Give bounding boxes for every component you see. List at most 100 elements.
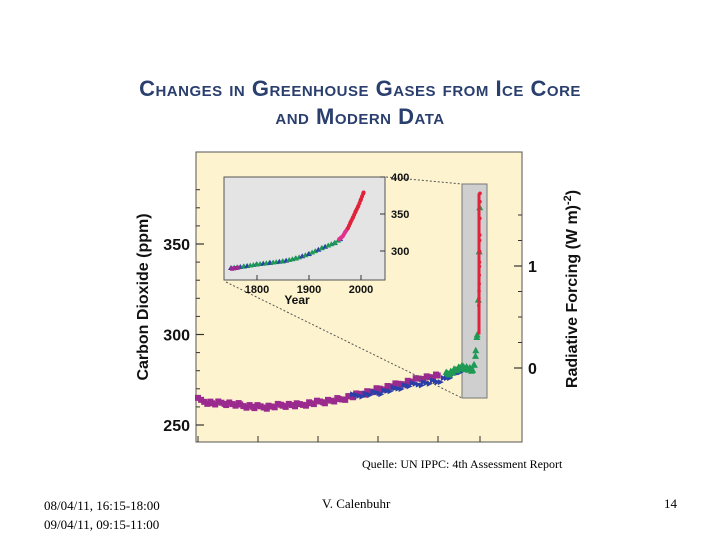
inset-point-ice-core — [312, 248, 319, 254]
point-ice-core-blue — [426, 380, 433, 387]
inset-point-modern — [361, 190, 366, 195]
point-ice-core-purple — [423, 373, 430, 380]
y-tick-label-300: 300 — [163, 328, 190, 345]
point-ice-core-purple — [314, 397, 321, 404]
point-ice-core-purple — [429, 374, 436, 381]
point-ice-core-purple — [356, 390, 363, 397]
point-ice-core-blue — [384, 387, 391, 394]
inset-frame — [223, 176, 386, 281]
point-ice-core-purple — [195, 394, 201, 401]
page-number: 14 — [664, 496, 677, 511]
point-ice-core-purple — [415, 375, 422, 382]
inset-x-tick-label-1900: 1900 — [297, 284, 321, 296]
point-ice-core-blue — [415, 381, 422, 388]
slide-title-line1: Changes in Greenhouse Gases from Ice Cor… — [139, 76, 581, 101]
inset-point-ice-core — [332, 239, 338, 245]
point-ice-core-purple — [223, 402, 230, 409]
point-ice-core-blue — [392, 385, 399, 392]
point-ice-core-purple — [359, 391, 366, 398]
point-ice-core-blue — [398, 386, 405, 393]
point-ice-core-purple — [243, 404, 250, 411]
point-ice-core-purple — [226, 399, 233, 406]
point-ice-core-purple — [395, 380, 402, 387]
point-ice-core-purple — [299, 401, 306, 408]
point-ice-core-blue — [387, 388, 394, 395]
point-ice-core-purple — [260, 404, 267, 411]
inset-y-tick-label-400: 400 — [391, 172, 409, 184]
point-ice-core-purple — [257, 403, 264, 410]
date-line-1: 08/04/11, 16:15-18:00 — [44, 498, 160, 513]
point-ice-core-purple — [251, 405, 258, 412]
point-ice-core-purple — [406, 378, 413, 385]
point-ice-core-blue — [350, 391, 357, 398]
point-ice-core-purple — [285, 400, 292, 407]
point-ice-core-green — [471, 352, 479, 359]
point-ice-core-purple — [412, 375, 419, 382]
point-ice-core-purple — [387, 383, 394, 390]
slide-title-line2: and Modern Data — [275, 104, 445, 129]
point-ice-core-purple — [204, 400, 211, 407]
point-ice-core-blue — [378, 391, 385, 398]
y-tick-label-250: 250 — [163, 418, 190, 435]
point-ice-core-purple — [268, 403, 275, 410]
point-ice-core-purple — [282, 403, 289, 410]
point-ice-core-green — [470, 361, 478, 368]
session-dates: 08/04/11, 16:15-18:00 09/04/11, 09:15-11… — [44, 496, 160, 534]
y2-tick-label-1: 1 — [528, 259, 537, 276]
point-ice-core-purple — [310, 401, 317, 408]
inset-connector-top — [385, 176, 463, 185]
point-ice-core-blue — [356, 392, 363, 399]
point-ice-core-purple — [209, 400, 216, 407]
point-ice-core-purple — [265, 402, 272, 409]
point-ice-core-purple — [293, 400, 300, 407]
y2-axis-title: Radiative Forcing (W m)-2) — [562, 190, 581, 388]
point-ice-core-purple — [201, 398, 208, 405]
y2-tick-label-0: 0 — [528, 361, 537, 378]
point-ice-core-blue — [434, 379, 441, 386]
point-ice-core-blue — [401, 382, 408, 389]
point-ice-core-purple — [198, 396, 205, 403]
point-ice-core-purple — [246, 402, 253, 409]
point-ice-core-purple — [317, 398, 324, 405]
point-ice-core-purple — [274, 400, 281, 407]
y-tick-label-350: 350 — [163, 237, 190, 254]
point-ice-core-blue — [412, 380, 419, 387]
point-ice-core-purple — [339, 396, 346, 403]
point-ice-core-purple — [279, 402, 286, 409]
point-ice-core-blue — [381, 387, 388, 394]
point-ice-core-purple — [325, 396, 332, 403]
point-ice-core-blue — [373, 389, 380, 396]
point-ice-core-purple — [331, 398, 338, 405]
inset-plot: 1800 1900 2000 300 350 400 Year — [223, 172, 409, 307]
point-ice-core-purple — [367, 388, 374, 395]
inset-point-purple — [236, 265, 241, 270]
point-ice-core-purple — [328, 397, 335, 404]
point-ice-core-purple — [232, 402, 239, 409]
point-ice-core-purple — [353, 390, 360, 397]
point-ice-core-blue — [437, 379, 444, 386]
point-ice-core-purple — [307, 400, 314, 407]
point-ice-core-blue — [370, 388, 377, 395]
point-ice-core-purple — [229, 401, 236, 408]
point-ice-core-blue — [440, 374, 447, 381]
point-ice-core-purple — [296, 401, 303, 408]
point-ice-core-purple — [336, 396, 342, 403]
inset-x-axis-title: Year — [284, 293, 310, 307]
point-ice-core-purple — [212, 401, 219, 408]
point-ice-core-purple — [398, 381, 405, 388]
point-ice-core-purple — [303, 402, 310, 409]
inset-point-purple — [234, 266, 239, 271]
point-ice-core-blue — [423, 379, 430, 386]
y2-axis-title-close: ) — [564, 190, 581, 195]
inset-point-purple — [230, 266, 235, 271]
point-ice-core-blue — [409, 379, 416, 386]
point-ice-core-purple — [218, 399, 225, 406]
point-ice-core-purple — [237, 401, 244, 408]
point-ice-core-green — [469, 366, 477, 373]
point-ice-core-blue — [359, 393, 366, 400]
point-ice-core-blue — [395, 385, 402, 392]
point-ice-core-purple — [373, 385, 380, 392]
point-ice-core-blue — [418, 382, 425, 389]
point-ice-core-purple — [321, 400, 328, 407]
